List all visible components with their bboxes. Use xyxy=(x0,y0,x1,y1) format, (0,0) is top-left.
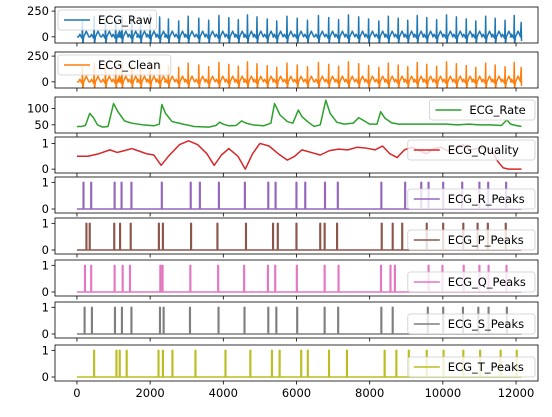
x-tick-label: 8000 xyxy=(355,386,384,400)
legend-box xyxy=(407,188,536,210)
legend: ECG_Raw xyxy=(57,9,157,31)
y-tick-label: 0 xyxy=(42,243,49,257)
y-tick-label: 1 xyxy=(42,175,49,189)
legend-label: ECG_Raw xyxy=(98,13,152,27)
series-line xyxy=(76,14,523,43)
y-tick-label: 1 xyxy=(42,343,49,357)
x-tick-label: 6000 xyxy=(282,386,311,400)
legend-label: ECG_Q_Peaks xyxy=(448,275,526,289)
panel-ecg-t-peaks: 0 1 ECG_T_Peaks 0 2000 4000 6000 8000 10000 12000 xyxy=(42,343,539,400)
panel-ecg-quality: 0 1 ECG_Quality xyxy=(42,136,539,177)
legend: ECG_S_Peaks xyxy=(407,313,536,335)
panel-ecg-r-peaks: 0 1 ECG_R_Peaks xyxy=(42,175,539,217)
legend-box xyxy=(407,313,536,335)
y-tick-label: 0 xyxy=(42,75,49,89)
panel-ecg-s-peaks: 0 1 ECG_S_Peaks xyxy=(42,300,539,342)
panel-ecg-q-peaks: 0 1 ECG_Q_Peaks xyxy=(42,258,539,300)
legend-box xyxy=(57,54,172,76)
legend-label: ECG_Clean xyxy=(98,58,161,72)
panel-ecg-raw: 0 250 ECG_Raw xyxy=(27,4,539,47)
legend: ECG_Clean xyxy=(57,54,172,76)
y-tick-label: 250 xyxy=(27,4,49,18)
y-tick-label: 1 xyxy=(42,216,49,230)
y-tick-label: 0 xyxy=(42,285,49,299)
legend-label: ECG_S_Peaks xyxy=(448,317,524,331)
legend: ECG_R_Peaks xyxy=(407,188,536,210)
y-tick-label: 0 xyxy=(42,327,49,341)
y-tick-label: 1 xyxy=(42,300,49,314)
legend-box xyxy=(407,229,536,251)
legend-box xyxy=(428,99,536,121)
panel-ecg-rate: 50 100 ECG_Rate xyxy=(27,96,539,137)
x-tick-label: 4000 xyxy=(209,386,238,400)
panel-ecg-p-peaks: 0 1 ECG_P_Peaks xyxy=(42,216,539,258)
legend: ECG_T_Peaks xyxy=(407,356,536,378)
legend-box xyxy=(407,271,536,293)
x-tick-label: 10000 xyxy=(425,386,462,400)
series-line xyxy=(76,99,522,128)
legend: ECG_Rate xyxy=(428,99,536,121)
y-tick-label: 0 xyxy=(42,202,49,216)
legend-label: ECG_R_Peaks xyxy=(448,192,525,206)
legend-label: ECG_Rate xyxy=(469,103,525,117)
legend-box xyxy=(407,139,536,161)
legend: ECG_Quality xyxy=(407,139,536,161)
legend-box xyxy=(407,356,536,378)
y-tick-label: 1 xyxy=(42,258,49,272)
legend: ECG_Q_Peaks xyxy=(407,271,536,293)
legend-label: ECG_T_Peaks xyxy=(448,360,524,374)
y-tick-label: 0 xyxy=(42,370,49,384)
y-tick-label: 0 xyxy=(42,162,49,176)
y-tick-label: 50 xyxy=(34,118,49,132)
y-tick-label: 0 xyxy=(42,30,49,44)
x-tick-label: 12000 xyxy=(498,386,535,400)
x-tick-label: 0 xyxy=(73,386,80,400)
y-tick-label: 250 xyxy=(27,49,49,63)
legend-box xyxy=(57,9,157,31)
y-tick-label: 1 xyxy=(42,136,49,150)
legend-label: ECG_P_Peaks xyxy=(448,233,524,247)
y-tick-label: 100 xyxy=(27,101,49,115)
legend-label: ECG_Quality xyxy=(448,143,519,157)
series-line xyxy=(76,61,523,88)
x-tick-label: 2000 xyxy=(135,386,164,400)
legend: ECG_P_Peaks xyxy=(407,229,536,251)
panel-ecg-clean: 0 250 ECG_Clean xyxy=(27,49,539,92)
